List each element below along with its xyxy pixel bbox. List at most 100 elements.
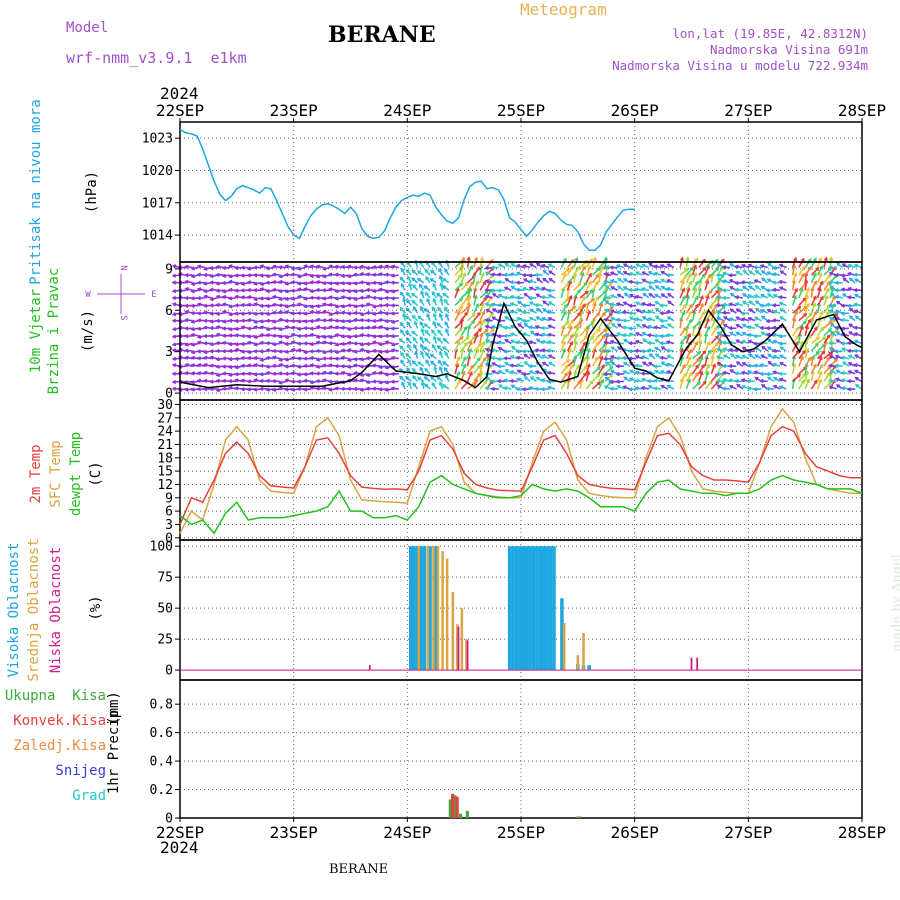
wind-arrow-head xyxy=(516,377,521,382)
wind-arrow-head xyxy=(190,319,195,324)
wind-arrow-head xyxy=(190,355,195,360)
wind-arrow xyxy=(454,320,463,329)
wind-arrow-head xyxy=(184,317,189,323)
wind-arrow-head xyxy=(290,280,295,285)
wind-arrow-head xyxy=(400,359,405,364)
wind-arrow-head xyxy=(484,279,489,284)
wind-arrow-head xyxy=(352,386,358,392)
wind-arrow-head xyxy=(221,340,227,345)
wind-arrow-head xyxy=(378,281,383,286)
wind-arrow-head xyxy=(215,364,220,369)
wind-arrow xyxy=(473,303,480,314)
wind-arrow-head xyxy=(202,378,208,384)
high-cloud-bar xyxy=(548,546,553,671)
wind-arrow xyxy=(479,265,483,276)
wind-arrow-head xyxy=(196,318,201,323)
wind-arrow-head xyxy=(321,280,327,286)
wind-arrow-head xyxy=(480,272,485,277)
wind-arrow-head xyxy=(523,361,528,365)
wind-arrow-head xyxy=(490,265,495,270)
wind-arrow-head xyxy=(399,321,404,326)
wind-arrow-head xyxy=(265,378,270,384)
y-tick-label: 15 xyxy=(157,465,173,480)
wind-arrow-head xyxy=(334,332,339,338)
wind-arrow-head xyxy=(459,297,464,302)
wind-arrow xyxy=(473,349,479,359)
wind-arrow xyxy=(479,341,486,352)
wind-arrow-head xyxy=(423,383,428,388)
wind-arrow-head xyxy=(215,372,221,377)
footer-station: BERANE xyxy=(329,862,389,877)
wind-arrow-head xyxy=(353,349,358,354)
station-title: BERANE xyxy=(328,22,436,48)
wind-arrow-head xyxy=(407,358,412,363)
wind-arrow-head xyxy=(498,384,503,389)
wind-arrow-head xyxy=(240,281,245,286)
wind-arrow-head xyxy=(378,325,383,330)
wind-arrow xyxy=(560,380,568,390)
wind-arrow-head xyxy=(259,372,264,377)
wind-arrow-head xyxy=(171,295,176,301)
wind-arrow-head xyxy=(490,272,495,277)
wind-arrow-head xyxy=(542,269,547,274)
wind-arrow-head xyxy=(328,264,333,269)
wind-arrow-head xyxy=(171,342,177,347)
wind-arrow-head xyxy=(196,264,202,269)
x-tick-label-bottom: 26SEP xyxy=(611,823,659,842)
wind-arrow-head xyxy=(365,318,370,323)
wind-arrow-head xyxy=(399,306,404,311)
wind-arrow-head xyxy=(321,266,327,271)
wind-arrow-head xyxy=(328,334,333,340)
wind-arrow-head xyxy=(315,357,320,362)
wind-arrow-head xyxy=(284,304,289,309)
wind-arrow-head xyxy=(474,378,479,383)
wind-arrow-head xyxy=(209,342,214,347)
y-tick-label: 75 xyxy=(157,571,173,586)
wind-arrow-head xyxy=(234,311,239,316)
wind-arrow-head xyxy=(419,343,424,348)
wind-arrow-head xyxy=(246,302,252,307)
wind-arrow-head xyxy=(234,326,239,331)
wind-arrow-head xyxy=(377,387,383,392)
wind-arrow-head xyxy=(278,296,283,301)
wind-arrow-head xyxy=(442,361,447,366)
wind-arrow-head xyxy=(221,302,227,307)
wind-arrow-head xyxy=(390,371,395,377)
wind-arrow-head xyxy=(419,320,424,326)
wind-arrow-head xyxy=(546,288,552,293)
wind-arrow-head xyxy=(321,318,327,323)
wind-arrow-head xyxy=(340,341,345,347)
wind-arrow xyxy=(792,327,799,337)
wind-arrow-head xyxy=(398,375,404,380)
wind-arrow-head xyxy=(296,319,302,324)
wind-arrow-head xyxy=(265,370,270,376)
wind-arrow-head xyxy=(503,325,508,330)
wind-arrow-head xyxy=(502,356,508,361)
wind-arrow-head xyxy=(405,337,410,342)
wind-arrow-head xyxy=(468,347,473,353)
wind-arrow-head xyxy=(346,296,352,301)
wind-arrow-head xyxy=(202,310,208,315)
legend-conv-precip: Konvek.Kisa xyxy=(13,713,106,729)
wind-arrow-head xyxy=(334,371,339,376)
wind-arrow-head xyxy=(490,328,495,333)
wind-arrow-head xyxy=(371,280,377,286)
wind-arrow-head xyxy=(246,387,252,392)
wind-arrow-head xyxy=(535,353,540,358)
wind-arrow-head xyxy=(535,376,540,381)
wind-arrow xyxy=(460,290,470,299)
wind-arrow xyxy=(473,365,481,375)
wind-arrow-head xyxy=(190,363,195,368)
wind-arrow-head xyxy=(509,339,515,344)
wind-arrow-head xyxy=(484,287,489,293)
wind-arrow-head xyxy=(497,293,502,298)
wind-arrow-head xyxy=(490,312,495,317)
wind-arrow-head xyxy=(459,282,464,287)
wind-arrow xyxy=(479,328,489,337)
wind-arrow-head xyxy=(438,365,443,371)
mid-cloud-bar xyxy=(451,592,455,671)
wind-arrow-head xyxy=(503,378,508,383)
product-title: Meteogram xyxy=(520,0,607,19)
wind-arrow-head xyxy=(540,263,546,268)
wind-arrow-head xyxy=(509,378,514,384)
